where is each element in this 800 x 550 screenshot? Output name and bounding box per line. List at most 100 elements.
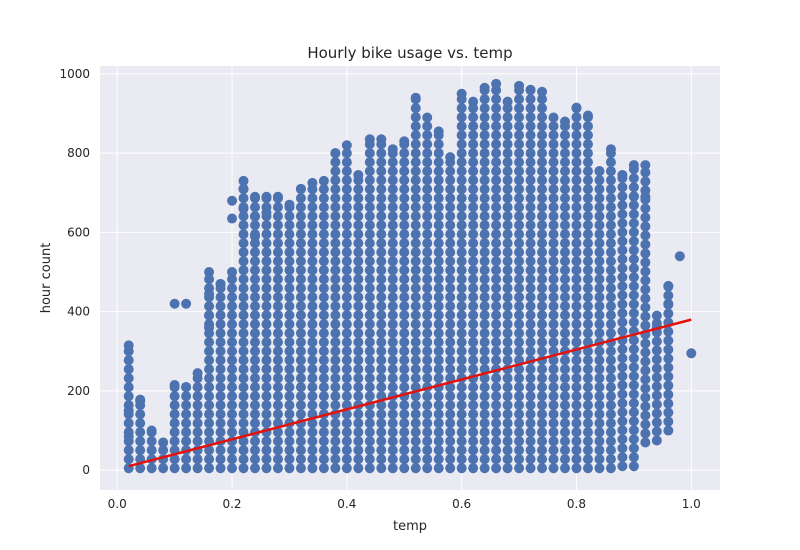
data-point [353,274,364,285]
y-tick-label: 400 [67,305,90,319]
data-point [445,364,456,375]
data-point [468,157,479,168]
data-point [204,337,215,348]
data-point [571,301,582,312]
data-point [456,274,467,285]
data-point [387,463,398,474]
data-point [525,283,536,294]
data-point [537,220,548,231]
data-point [468,175,479,186]
data-point [318,355,329,366]
data-point [525,454,536,465]
data-point [238,409,249,420]
data-point [250,310,260,321]
data-point [123,431,134,442]
data-point [479,148,490,159]
data-point [628,209,639,220]
data-point [204,445,215,456]
data-point [341,175,352,186]
data-point [410,103,421,114]
data-point [399,337,410,348]
data-point [651,345,662,356]
x-axis-label: temp [393,519,427,534]
data-point [318,445,329,456]
data-point [445,436,456,447]
data-point [663,398,674,409]
data-point [605,157,616,168]
data-point [560,319,570,330]
data-point [502,166,513,177]
data-point [663,353,674,364]
data-point [364,310,375,321]
data-point [307,364,318,375]
data-point [272,202,283,213]
data-point [250,220,260,231]
data-point [548,193,559,204]
data-point [295,220,306,231]
data-point [353,292,364,303]
data-point [261,418,272,429]
data-point [571,175,582,186]
data-point [548,202,559,213]
data-point [514,364,525,375]
data-point [387,184,398,195]
data-point [628,173,639,184]
data-point [468,436,479,447]
data-point [135,418,146,429]
data-point [422,193,433,204]
data-point [364,184,375,195]
data-point [307,373,318,384]
data-point [295,301,306,312]
data-point [548,121,559,132]
data-point [560,283,570,294]
data-point [422,328,433,339]
data-point [617,407,628,418]
data-point [318,427,329,438]
data-point [330,202,341,213]
data-point [353,283,364,294]
data-point [605,256,616,267]
data-point [617,461,628,472]
data-point [318,274,329,285]
data-point [479,346,490,357]
data-point [479,247,490,258]
data-point [445,463,456,474]
data-point [525,247,536,258]
data-point [525,265,536,276]
data-point [663,416,674,427]
data-point [272,274,283,285]
data-point [330,427,341,438]
data-point [582,238,593,249]
data-point [238,301,249,312]
data-point [181,400,192,411]
data-point [341,166,352,177]
data-point [628,380,639,391]
data-point [479,175,490,186]
data-point [571,102,582,113]
data-point [525,193,536,204]
data-point [341,346,352,357]
data-point [605,427,616,438]
data-point [571,463,582,474]
data-point [571,247,582,258]
data-point [548,166,559,177]
data-point [295,409,306,420]
data-point [571,166,582,177]
data-point [238,247,249,258]
data-point [123,364,134,375]
data-point [617,182,628,193]
data-point [456,409,467,420]
data-point [445,292,456,303]
data-point [594,328,605,339]
data-point [181,427,192,438]
data-point [272,265,283,276]
data-point [479,184,490,195]
data-point [514,265,525,276]
data-point [192,400,203,411]
data-point [261,301,272,312]
data-point [491,148,502,159]
data-point [376,373,387,384]
data-point [537,157,548,168]
data-point [376,148,387,159]
data-point [514,337,525,348]
